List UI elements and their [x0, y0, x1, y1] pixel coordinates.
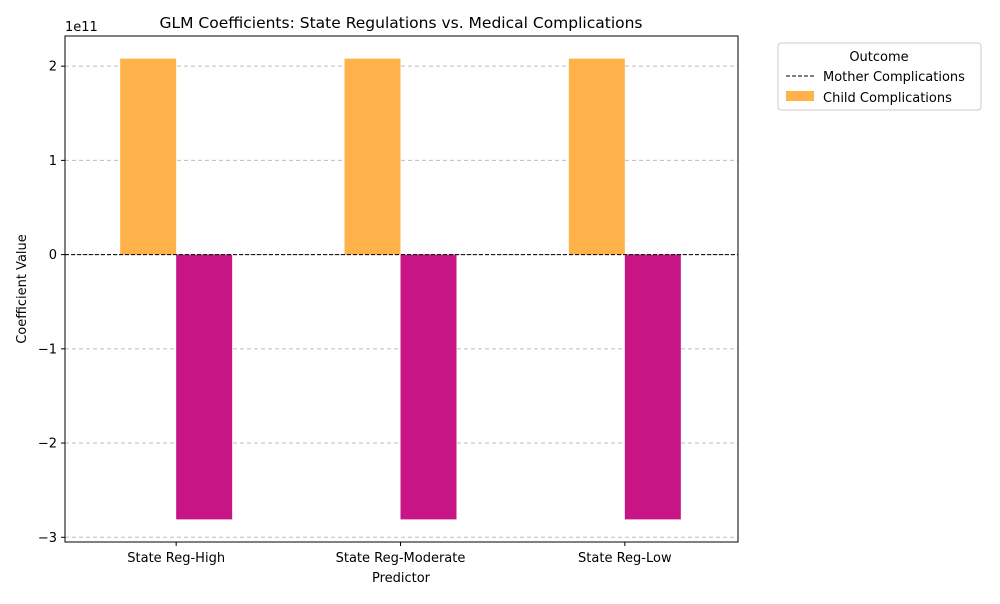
y-axis: −3 −2 −1 0 1 2	[38, 60, 65, 546]
y-tick-label: −3	[38, 531, 57, 546]
y-axis-label: Coefficient Value	[15, 234, 30, 344]
legend-marker-patch	[786, 91, 814, 101]
x-tick-label: State Reg-High	[127, 551, 225, 566]
legend-frame	[777, 42, 982, 111]
x-tick-label: State Reg-Low	[578, 551, 672, 566]
y-tick-label: −1	[38, 342, 57, 357]
plot-frame	[64, 35, 739, 543]
y-scale-multiplier: 1e11	[65, 20, 98, 35]
x-axis-label: Predictor	[372, 571, 431, 586]
bar-series-0-1	[120, 58, 177, 255]
bar-series-1-2	[400, 254, 457, 520]
legend-label-mother: Mother Complications	[823, 70, 965, 85]
bar-series-0-3	[568, 58, 625, 255]
bars	[120, 58, 681, 520]
legend: Outcome Mother Complications Child Compl…	[777, 42, 982, 111]
chart-title: GLM Coefficients: State Regulations vs. …	[159, 14, 642, 32]
bar-series-1-3	[624, 254, 681, 520]
y-tick-label: −2	[38, 437, 57, 452]
y-tick-label: 0	[49, 248, 57, 263]
legend-title: Outcome	[849, 50, 908, 65]
bar-series-0-2	[344, 58, 401, 255]
y-tick-label: 2	[49, 60, 57, 75]
bar-series-1-1	[176, 254, 233, 520]
y-tick-label: 1	[49, 154, 57, 169]
legend-label-child: Child Complications	[823, 91, 952, 106]
x-axis: State Reg-High State Reg-Moderate State Re…	[127, 542, 672, 566]
x-tick-label: State Reg-Moderate	[336, 551, 466, 566]
